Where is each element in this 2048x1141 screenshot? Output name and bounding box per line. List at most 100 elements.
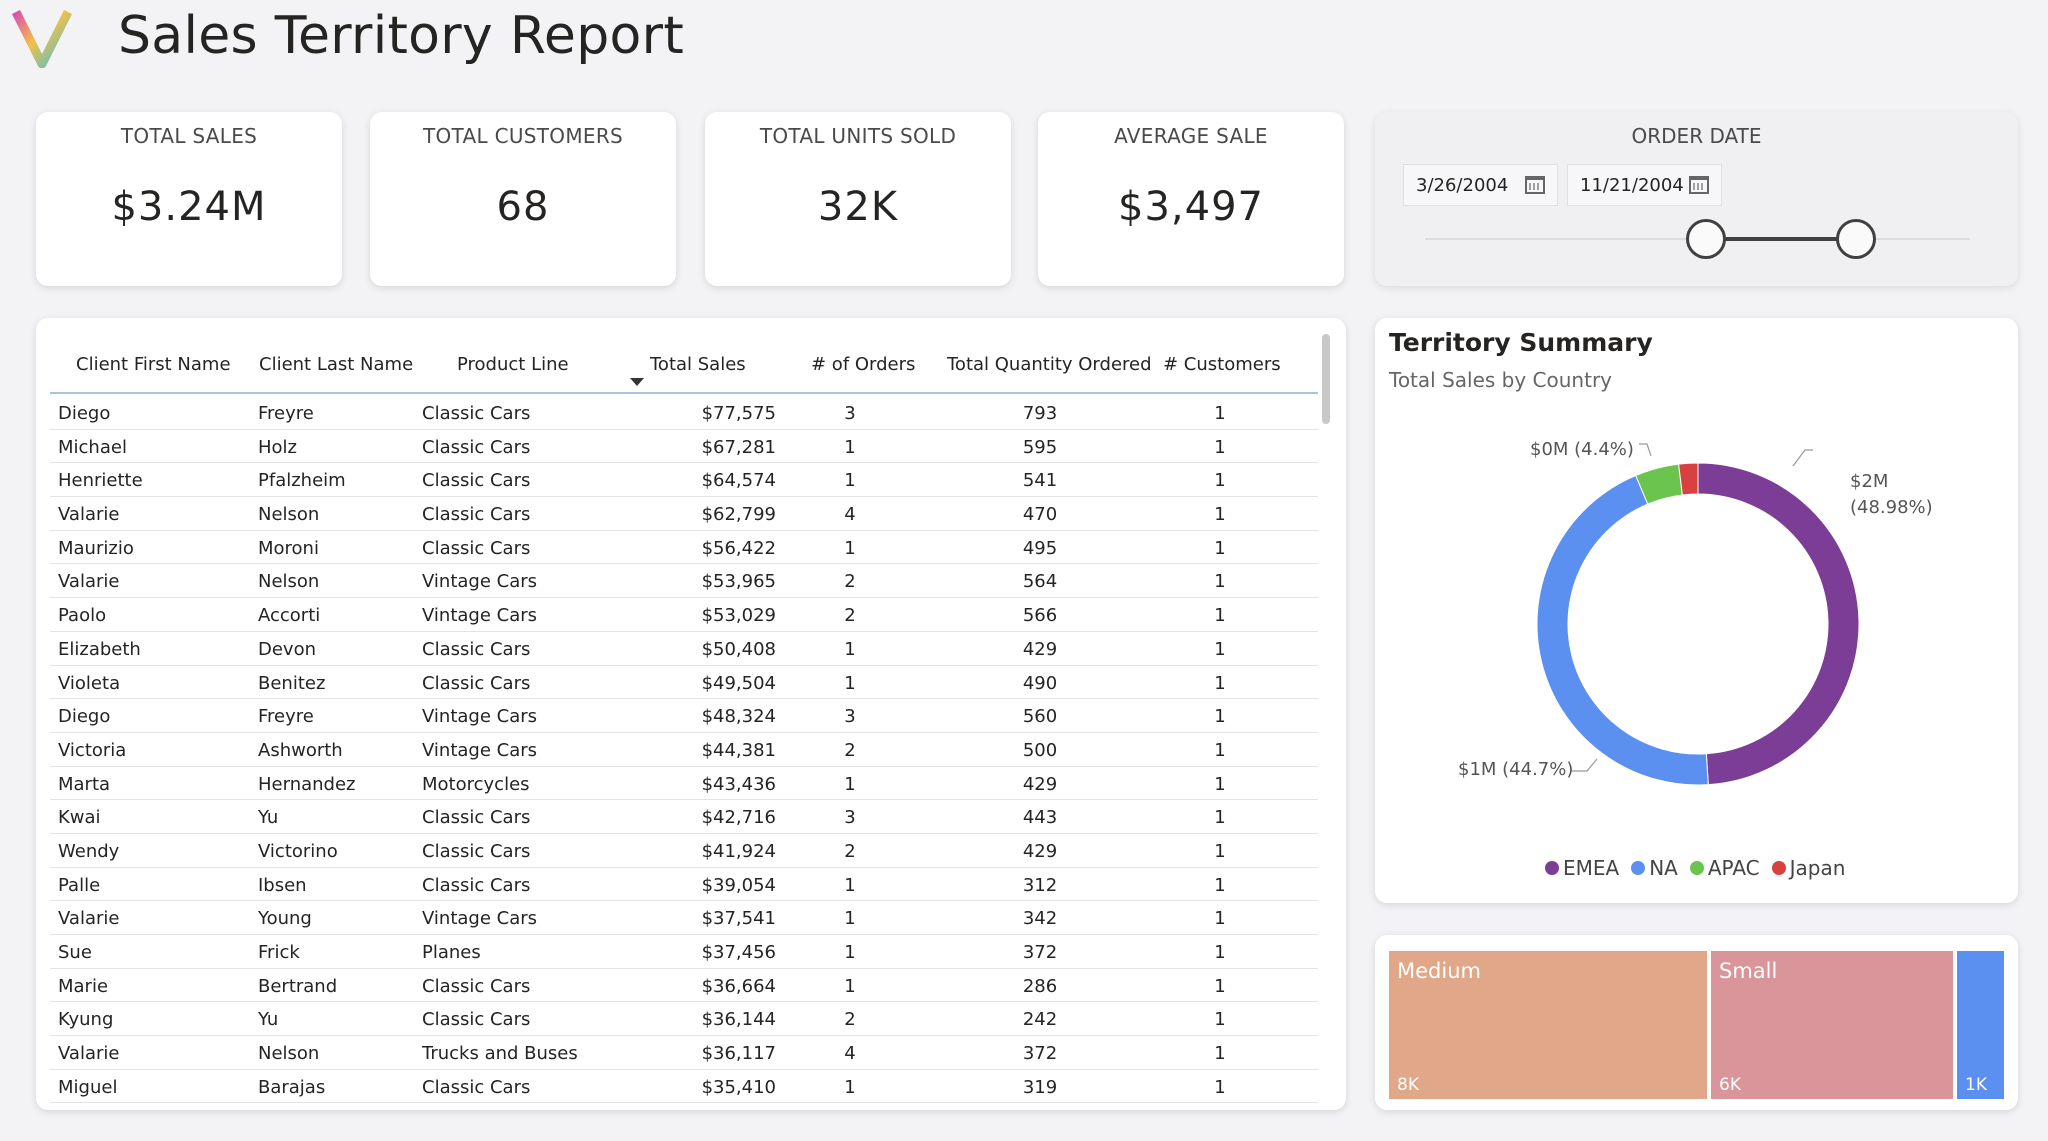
- table-cell: 541: [1022, 470, 1058, 492]
- donut-slice-japan[interactable]: [1678, 462, 1699, 496]
- table-cell: 1: [1214, 436, 1226, 458]
- table-cell: Classic Cars: [422, 672, 531, 694]
- table-row[interactable]: Valarie Nelson Classic Cars $62,799 4 470 1: [50, 497, 1318, 531]
- date-slider-end-handle[interactable]: [1836, 219, 1876, 259]
- table-cell: 1: [844, 436, 856, 458]
- calendar-icon[interactable]: [1689, 176, 1709, 194]
- table-cell: $36,144: [701, 1009, 776, 1031]
- table-cell: 1: [1214, 1043, 1226, 1065]
- table-row[interactable]: Violeta Benitez Classic Cars $49,504 1 490 1: [50, 666, 1318, 700]
- sort-descending-icon[interactable]: [630, 378, 644, 386]
- date-slider-range: [1705, 237, 1855, 241]
- table-cell: Freyre: [258, 403, 314, 424]
- table-cell: Henriette: [58, 470, 143, 492]
- table-row[interactable]: Palle Ibsen Classic Cars $39,054 1 312 1: [50, 868, 1318, 902]
- date-slider-start-handle[interactable]: [1686, 219, 1726, 259]
- kpi-card-total-customers[interactable]: TOTAL CUSTOMERS 68: [370, 112, 676, 286]
- table-cell: 1: [844, 874, 856, 896]
- table-cell: $53,965: [701, 571, 776, 593]
- calendar-icon[interactable]: [1525, 176, 1545, 194]
- table-cell: 1: [1214, 874, 1226, 896]
- table-cell: Classic Cars: [422, 537, 531, 559]
- start-date-value: 3/26/2004: [1416, 174, 1509, 196]
- table-cell: $36,664: [701, 975, 776, 997]
- treemap-tile-small[interactable]: Small 6K: [1711, 951, 1953, 1099]
- table-cell: Valarie: [58, 571, 120, 593]
- table-cell: Michael: [58, 436, 127, 458]
- table-row[interactable]: Kwai Yu Classic Cars $42,716 3 443 1: [50, 800, 1318, 834]
- column-header-client-last-name[interactable]: Client Last Name: [259, 354, 414, 375]
- table-cell: $43,436: [701, 773, 776, 795]
- column-header-total-quantity[interactable]: Total Quantity Ordered: [947, 354, 1152, 375]
- table-cell: 2: [844, 1009, 856, 1031]
- tile-label: Medium: [1397, 959, 1481, 983]
- table-row[interactable]: Wendy Victorino Classic Cars $41,924 2 429 1: [50, 834, 1318, 868]
- table-cell: Ashworth: [258, 739, 343, 761]
- table-cell: Devon: [258, 638, 317, 660]
- table-cell: Kyung: [58, 1009, 114, 1031]
- table-cell: 1: [844, 638, 856, 660]
- table-cell: 1: [844, 672, 856, 694]
- table-cell: Classic Cars: [422, 436, 531, 458]
- table-row[interactable]: Henriette Pfalzheim Classic Cars $64,574 1 54…: [50, 463, 1318, 498]
- table-row[interactable]: Diego Freyre Vintage Cars $48,324 3 560 1: [50, 699, 1318, 733]
- table-cell: Classic Cars: [422, 874, 531, 896]
- table-row[interactable]: Victoria Ashworth Vintage Cars $44,381 2 500 1: [50, 733, 1318, 767]
- table-cell: 1: [1214, 773, 1226, 795]
- donut-chart[interactable]: [1375, 318, 2018, 903]
- kpi-card-total-units-sold[interactable]: TOTAL UNITS SOLD 32K: [705, 112, 1011, 286]
- table-cell: 3: [844, 403, 856, 424]
- deal-size-treemap: Medium 8K Small 6K 1K: [1375, 935, 2018, 1110]
- table-row[interactable]: Maurizio Moroni Classic Cars $56,422 1 495 1: [50, 531, 1318, 565]
- legend-item-japan[interactable]: Japan: [1771, 856, 1845, 880]
- table-row[interactable]: Miguel Barajas Classic Cars $35,410 1 319 1: [50, 1070, 1318, 1104]
- table-cell: $62,799: [701, 504, 776, 526]
- table-row[interactable]: Valarie Nelson Trucks and Buses $36,117 4 372…: [50, 1036, 1318, 1070]
- table-cell: 495: [1022, 537, 1058, 559]
- table-cell: 1: [844, 942, 856, 963]
- table-row[interactable]: Valarie Young Vintage Cars $37,541 1 342 1: [50, 901, 1318, 935]
- table-cell: 3: [844, 706, 856, 728]
- table-cell: $67,281: [701, 436, 776, 458]
- table-row[interactable]: Paolo Accorti Vintage Cars $53,029 2 566 1: [50, 598, 1318, 632]
- table-cell: Pfalzheim: [258, 470, 346, 492]
- kpi-card-average-sale[interactable]: AVERAGE SALE $3,497: [1038, 112, 1344, 286]
- table-row[interactable]: Marta Hernandez Motorcycles $43,436 1 429 1: [50, 767, 1318, 801]
- table-cell: Ibsen: [258, 874, 307, 896]
- table-cell: 1: [844, 773, 856, 795]
- legend-item-emea[interactable]: EMEA: [1545, 856, 1619, 880]
- treemap-tile-medium[interactable]: Medium 8K: [1389, 951, 1707, 1099]
- table-cell: 793: [1022, 403, 1058, 424]
- table-row[interactable]: Marie Bertrand Classic Cars $36,664 1 286 1: [50, 969, 1318, 1003]
- end-date-input[interactable]: 11/21/2004: [1567, 164, 1722, 206]
- table-cell: $64,574: [701, 470, 776, 492]
- column-header-product-line[interactable]: Product Line: [457, 354, 569, 375]
- table-row[interactable]: Elizabeth Devon Classic Cars $50,408 1 429 1: [50, 632, 1318, 666]
- table-scrollbar[interactable]: [1322, 334, 1330, 424]
- column-header-orders[interactable]: # of Orders: [811, 354, 916, 375]
- donut-slice-na[interactable]: [1536, 474, 1709, 786]
- table-cell: Elizabeth: [58, 638, 141, 660]
- tile-label: Small: [1719, 959, 1778, 983]
- column-header-client-first-name[interactable]: Client First Name: [76, 354, 231, 375]
- column-header-total-sales[interactable]: Total Sales: [650, 354, 746, 375]
- table-row[interactable]: Diego Freyre Classic Cars $77,575 3 793 1: [50, 396, 1318, 430]
- column-header-customers[interactable]: # Customers: [1163, 354, 1281, 375]
- table-row[interactable]: Michael Holz Classic Cars $67,281 1 595 1: [50, 430, 1318, 464]
- table-cell: 1: [1214, 1076, 1226, 1098]
- legend-item-apac[interactable]: APAC: [1689, 856, 1760, 880]
- table-cell: Valarie: [58, 908, 120, 930]
- table-row[interactable]: Kyung Yu Classic Cars $36,144 2 242 1: [50, 1002, 1318, 1037]
- table-row[interactable]: Sue Frick Planes $37,456 1 372 1: [50, 935, 1318, 969]
- table-row[interactable]: Valarie Nelson Vintage Cars $53,965 2 564 1: [50, 564, 1318, 599]
- table-cell: Marta: [58, 773, 111, 795]
- table-cell: 342: [1022, 908, 1058, 930]
- start-date-input[interactable]: 3/26/2004: [1403, 164, 1558, 206]
- legend-item-na[interactable]: NA: [1631, 856, 1678, 880]
- table-cell: Yu: [258, 1009, 279, 1031]
- table-body: Diego Freyre Classic Cars $77,575 3 793 1 Micha…: [50, 396, 1318, 1104]
- kpi-card-total-sales[interactable]: TOTAL SALES $3.24M: [36, 112, 342, 286]
- donut-slice-emea[interactable]: [1697, 462, 1860, 786]
- app-logo-icon: [12, 9, 72, 68]
- treemap-tile-large[interactable]: 1K: [1957, 951, 2004, 1099]
